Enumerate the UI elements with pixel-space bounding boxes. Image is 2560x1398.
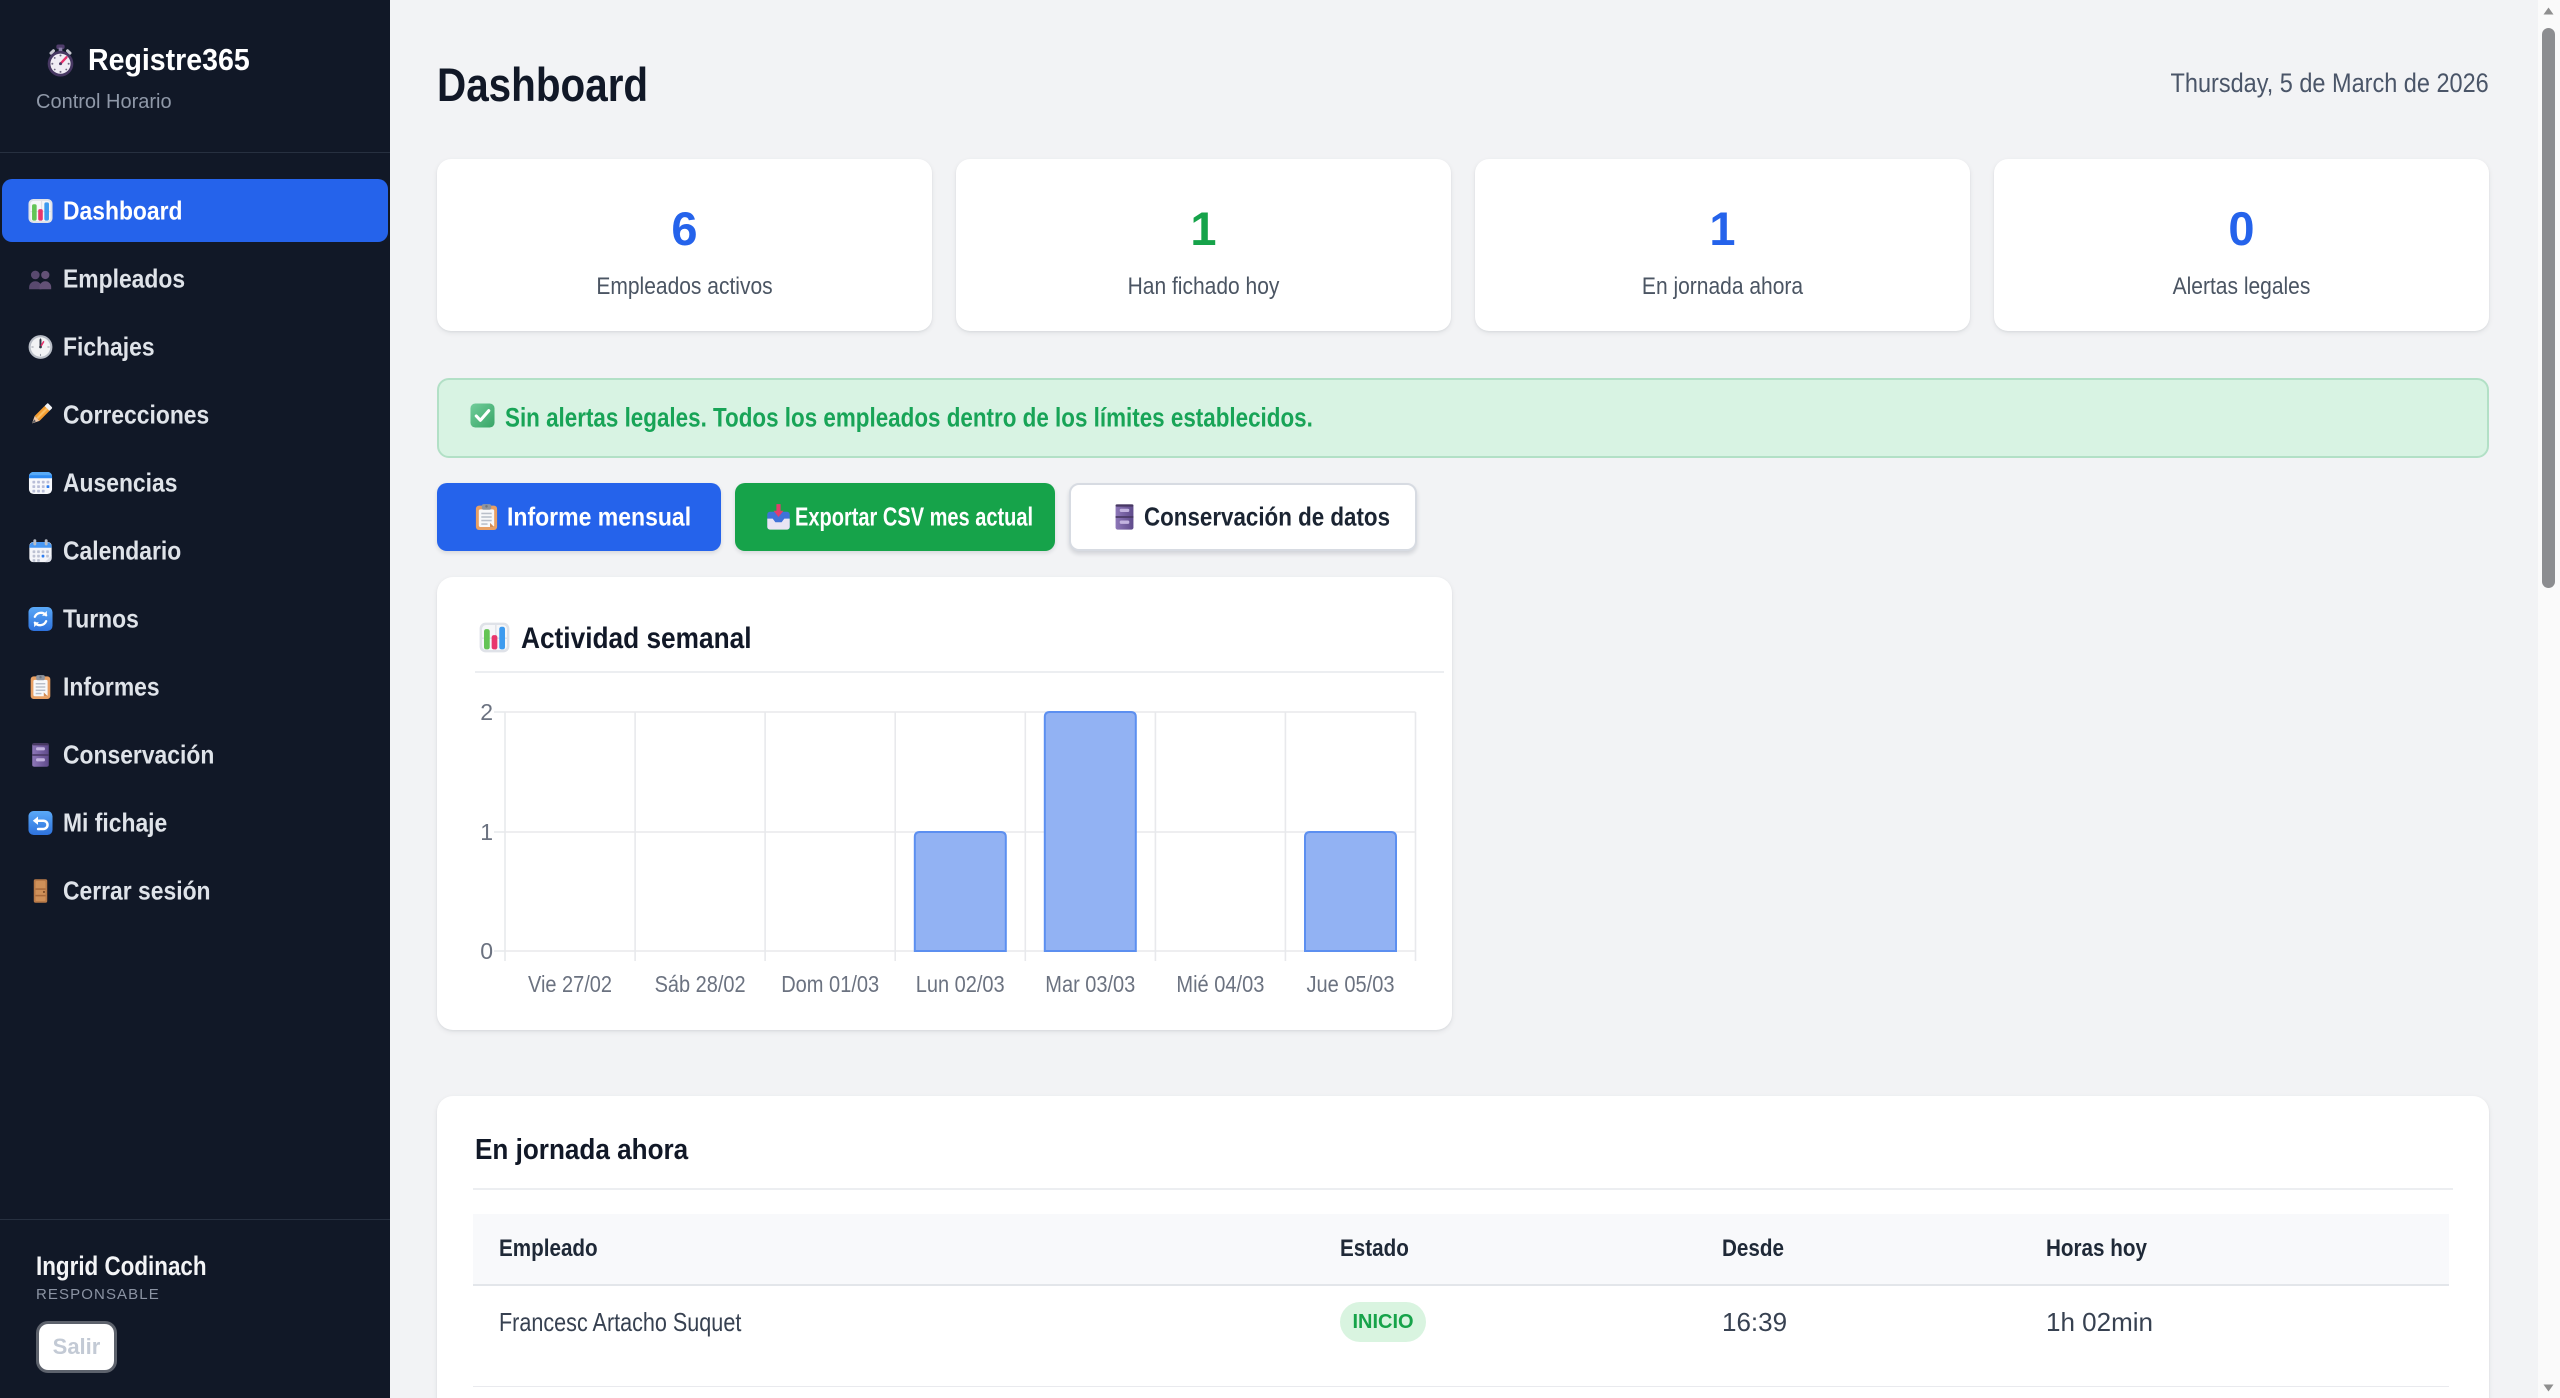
svg-text:Mié 04/03: Mié 04/03 — [1176, 971, 1264, 997]
svg-text:0: 0 — [480, 938, 493, 964]
svg-text:2: 2 — [480, 699, 493, 725]
svg-text:1: 1 — [480, 819, 493, 845]
svg-text:Jue 05/03: Jue 05/03 — [1307, 971, 1395, 997]
svg-text:Sáb 28/02: Sáb 28/02 — [655, 971, 746, 997]
svg-text:Dom 01/03: Dom 01/03 — [781, 971, 879, 997]
svg-text:Vie 27/02: Vie 27/02 — [528, 971, 612, 997]
svg-text:Lun 02/03: Lun 02/03 — [916, 971, 1005, 997]
svg-text:Mar 03/03: Mar 03/03 — [1045, 971, 1135, 997]
